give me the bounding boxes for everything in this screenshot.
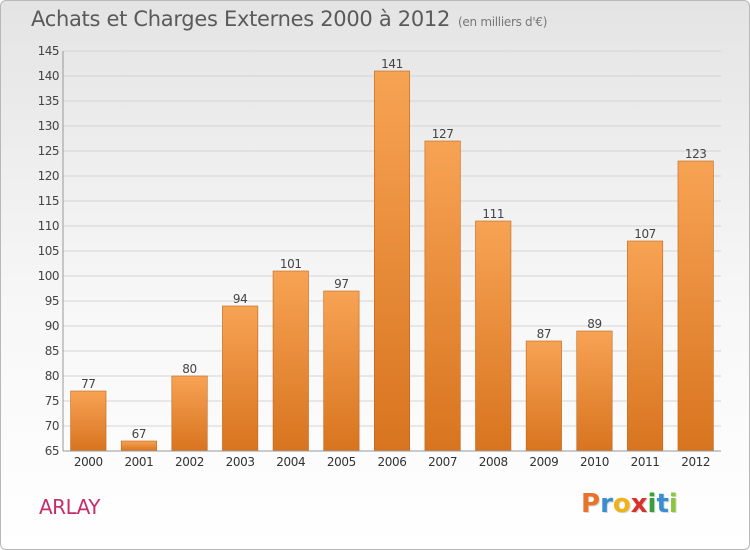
y-tick-label: 95 [45,294,59,308]
logo-letter: r [600,489,613,519]
x-tick-label: 2001 [124,455,153,469]
y-tick-label: 100 [38,269,59,283]
x-tick-label: 2002 [175,455,204,469]
bars: 77 67 80 94 101 97 141 127 111 87 89 107 123 [70,57,714,452]
y-tick-label: 110 [38,219,59,233]
logo-letter: P [581,489,601,519]
x-tick-label: 2000 [74,455,103,469]
bar-2010 [576,330,613,452]
x-tick-label: 2011 [631,455,660,469]
bar-value-label: 111 [482,207,504,221]
y-tick-label: 115 [38,194,59,208]
proxiti-logo: Proxiti [581,489,678,519]
bar-value-label: 141 [381,57,403,71]
bar-2000 [70,390,107,452]
y-tick-label: 80 [45,369,59,383]
bar-value-label: 107 [634,227,656,241]
y-tick-label: 130 [38,119,59,133]
bar-2004 [272,270,309,452]
logo-letter: t [656,489,669,519]
bar-2002 [171,375,208,452]
bar-value-label: 123 [685,147,707,161]
x-tick-label: 2012 [681,455,710,469]
title-text: Achats et Charges Externes 2000 à 2012 [31,7,451,31]
bar-value-label: 89 [587,317,601,331]
y-tick-label: 65 [45,444,59,458]
x-tick-label: 2003 [226,455,255,469]
x-tick-label: 2010 [580,455,609,469]
logo-letter: o [612,489,631,519]
bar-value-label: 77 [81,377,95,391]
y-tick-label: 145 [38,44,59,58]
bar-2003 [222,305,259,452]
bar-value-label: 97 [334,277,348,291]
y-tick-label: 70 [45,419,59,433]
bar-value-label: 80 [182,362,196,376]
y-tick-label: 105 [38,244,59,258]
logo-letter: x [630,489,648,519]
place-name: ARLAY [39,495,101,519]
bar-2011 [627,240,664,452]
y-tick-label: 140 [38,69,59,83]
bar-value-label: 87 [537,327,551,341]
y-tick-label: 85 [45,344,59,358]
bar-value-label: 101 [280,257,302,271]
bar-2009 [525,340,562,452]
y-tick-label: 120 [38,169,59,183]
bar-2008 [475,220,512,452]
x-axis: 2000 2001 2002 2003 2004 2005 2006 2007 2008 2009… [63,450,721,469]
x-tick-label: 2004 [276,455,305,469]
logo-letter: i [668,489,678,519]
chart-title: Achats et Charges Externes 2000 à 2012 (e… [31,7,547,31]
y-tick-label: 135 [38,94,59,108]
x-tick-label: 2006 [378,455,407,469]
x-tick-label: 2005 [327,455,356,469]
logo-letter: i [647,489,657,519]
unit-label: (en milliers d'€) [458,15,548,29]
bar-value-label: 94 [233,292,247,306]
y-tick-label: 75 [45,394,59,408]
x-tick-label: 2009 [529,455,558,469]
bar-value-label: 67 [132,427,146,441]
bar-2007 [424,140,461,452]
y-axis: 65 70 75 80 85 90 95 100 105 110 115 120 125 130 135 14… [38,44,64,458]
bar-2012 [677,160,714,452]
bar-2006 [373,70,411,452]
bar-2001 [120,440,157,452]
bar-value-label: 127 [432,127,454,141]
bar-2005 [323,290,360,452]
x-tick-label: 2007 [428,455,457,469]
y-tick-label: 125 [38,144,59,158]
x-tick-label: 2008 [479,455,508,469]
y-tick-label: 90 [45,319,59,333]
